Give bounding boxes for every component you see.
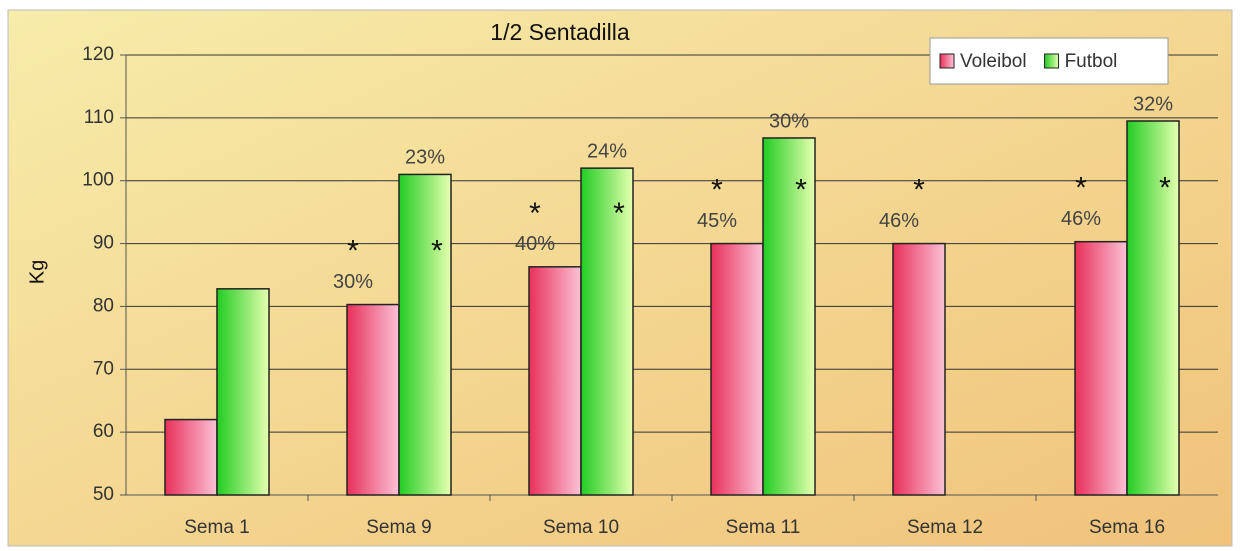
significance-marker: *: [529, 197, 541, 230]
bar: [346, 303, 400, 496]
legend-swatch: [939, 53, 955, 69]
y-axis-label: Kg: [26, 260, 48, 284]
y-tick-label: 100: [82, 170, 114, 191]
y-tick-label: 90: [93, 233, 114, 254]
legend-label: Futbol: [1065, 51, 1118, 72]
bar: [398, 173, 452, 496]
bar: [762, 137, 816, 496]
significance-marker: *: [1075, 172, 1087, 205]
x-tick-label: Sema 12: [907, 517, 983, 538]
bar: [528, 266, 582, 496]
legend-label: Voleibol: [960, 51, 1027, 72]
bar: [1074, 240, 1128, 496]
bar-annotation: 32%: [1133, 93, 1173, 115]
y-tick-label: 110: [84, 107, 114, 128]
y-tick-label: 50: [93, 484, 114, 505]
bar: [580, 167, 634, 496]
bar-annotation: 30%: [333, 271, 373, 293]
significance-marker: *: [795, 173, 807, 206]
significance-marker: *: [913, 173, 925, 206]
bar-annotation: 40%: [515, 233, 555, 255]
significance-marker: *: [1159, 172, 1171, 205]
bar: [892, 242, 946, 496]
bar-annotation: 45%: [697, 210, 737, 232]
bar: [710, 242, 764, 496]
x-tick-label: Sema 11: [726, 517, 801, 538]
chart-title: 1/2 Sentadilla: [490, 19, 630, 45]
bar-annotation: 30%: [769, 110, 809, 132]
bar-annotation: 46%: [879, 210, 919, 232]
y-tick-label: 80: [93, 295, 114, 316]
bar-annotation: 24%: [587, 140, 627, 162]
significance-marker: *: [431, 234, 443, 267]
bar-annotation: 46%: [1061, 208, 1101, 230]
legend-swatch: [1044, 53, 1060, 69]
legend-box: [929, 37, 1169, 85]
y-tick-label: 120: [82, 44, 114, 65]
x-tick-label: Sema 9: [366, 517, 431, 538]
significance-marker: *: [613, 197, 625, 230]
y-tick-label: 70: [93, 358, 114, 379]
x-tick-label: Sema 10: [543, 517, 619, 538]
x-tick-label: Sema 1: [184, 517, 249, 538]
bar: [1126, 120, 1180, 496]
y-tick-label: 60: [93, 421, 114, 442]
significance-marker: *: [711, 173, 723, 206]
bar: [164, 418, 218, 496]
bar: [216, 288, 270, 496]
significance-marker: *: [347, 234, 359, 267]
x-tick-label: Sema 16: [1089, 517, 1165, 538]
bar-annotation: 23%: [405, 147, 445, 169]
